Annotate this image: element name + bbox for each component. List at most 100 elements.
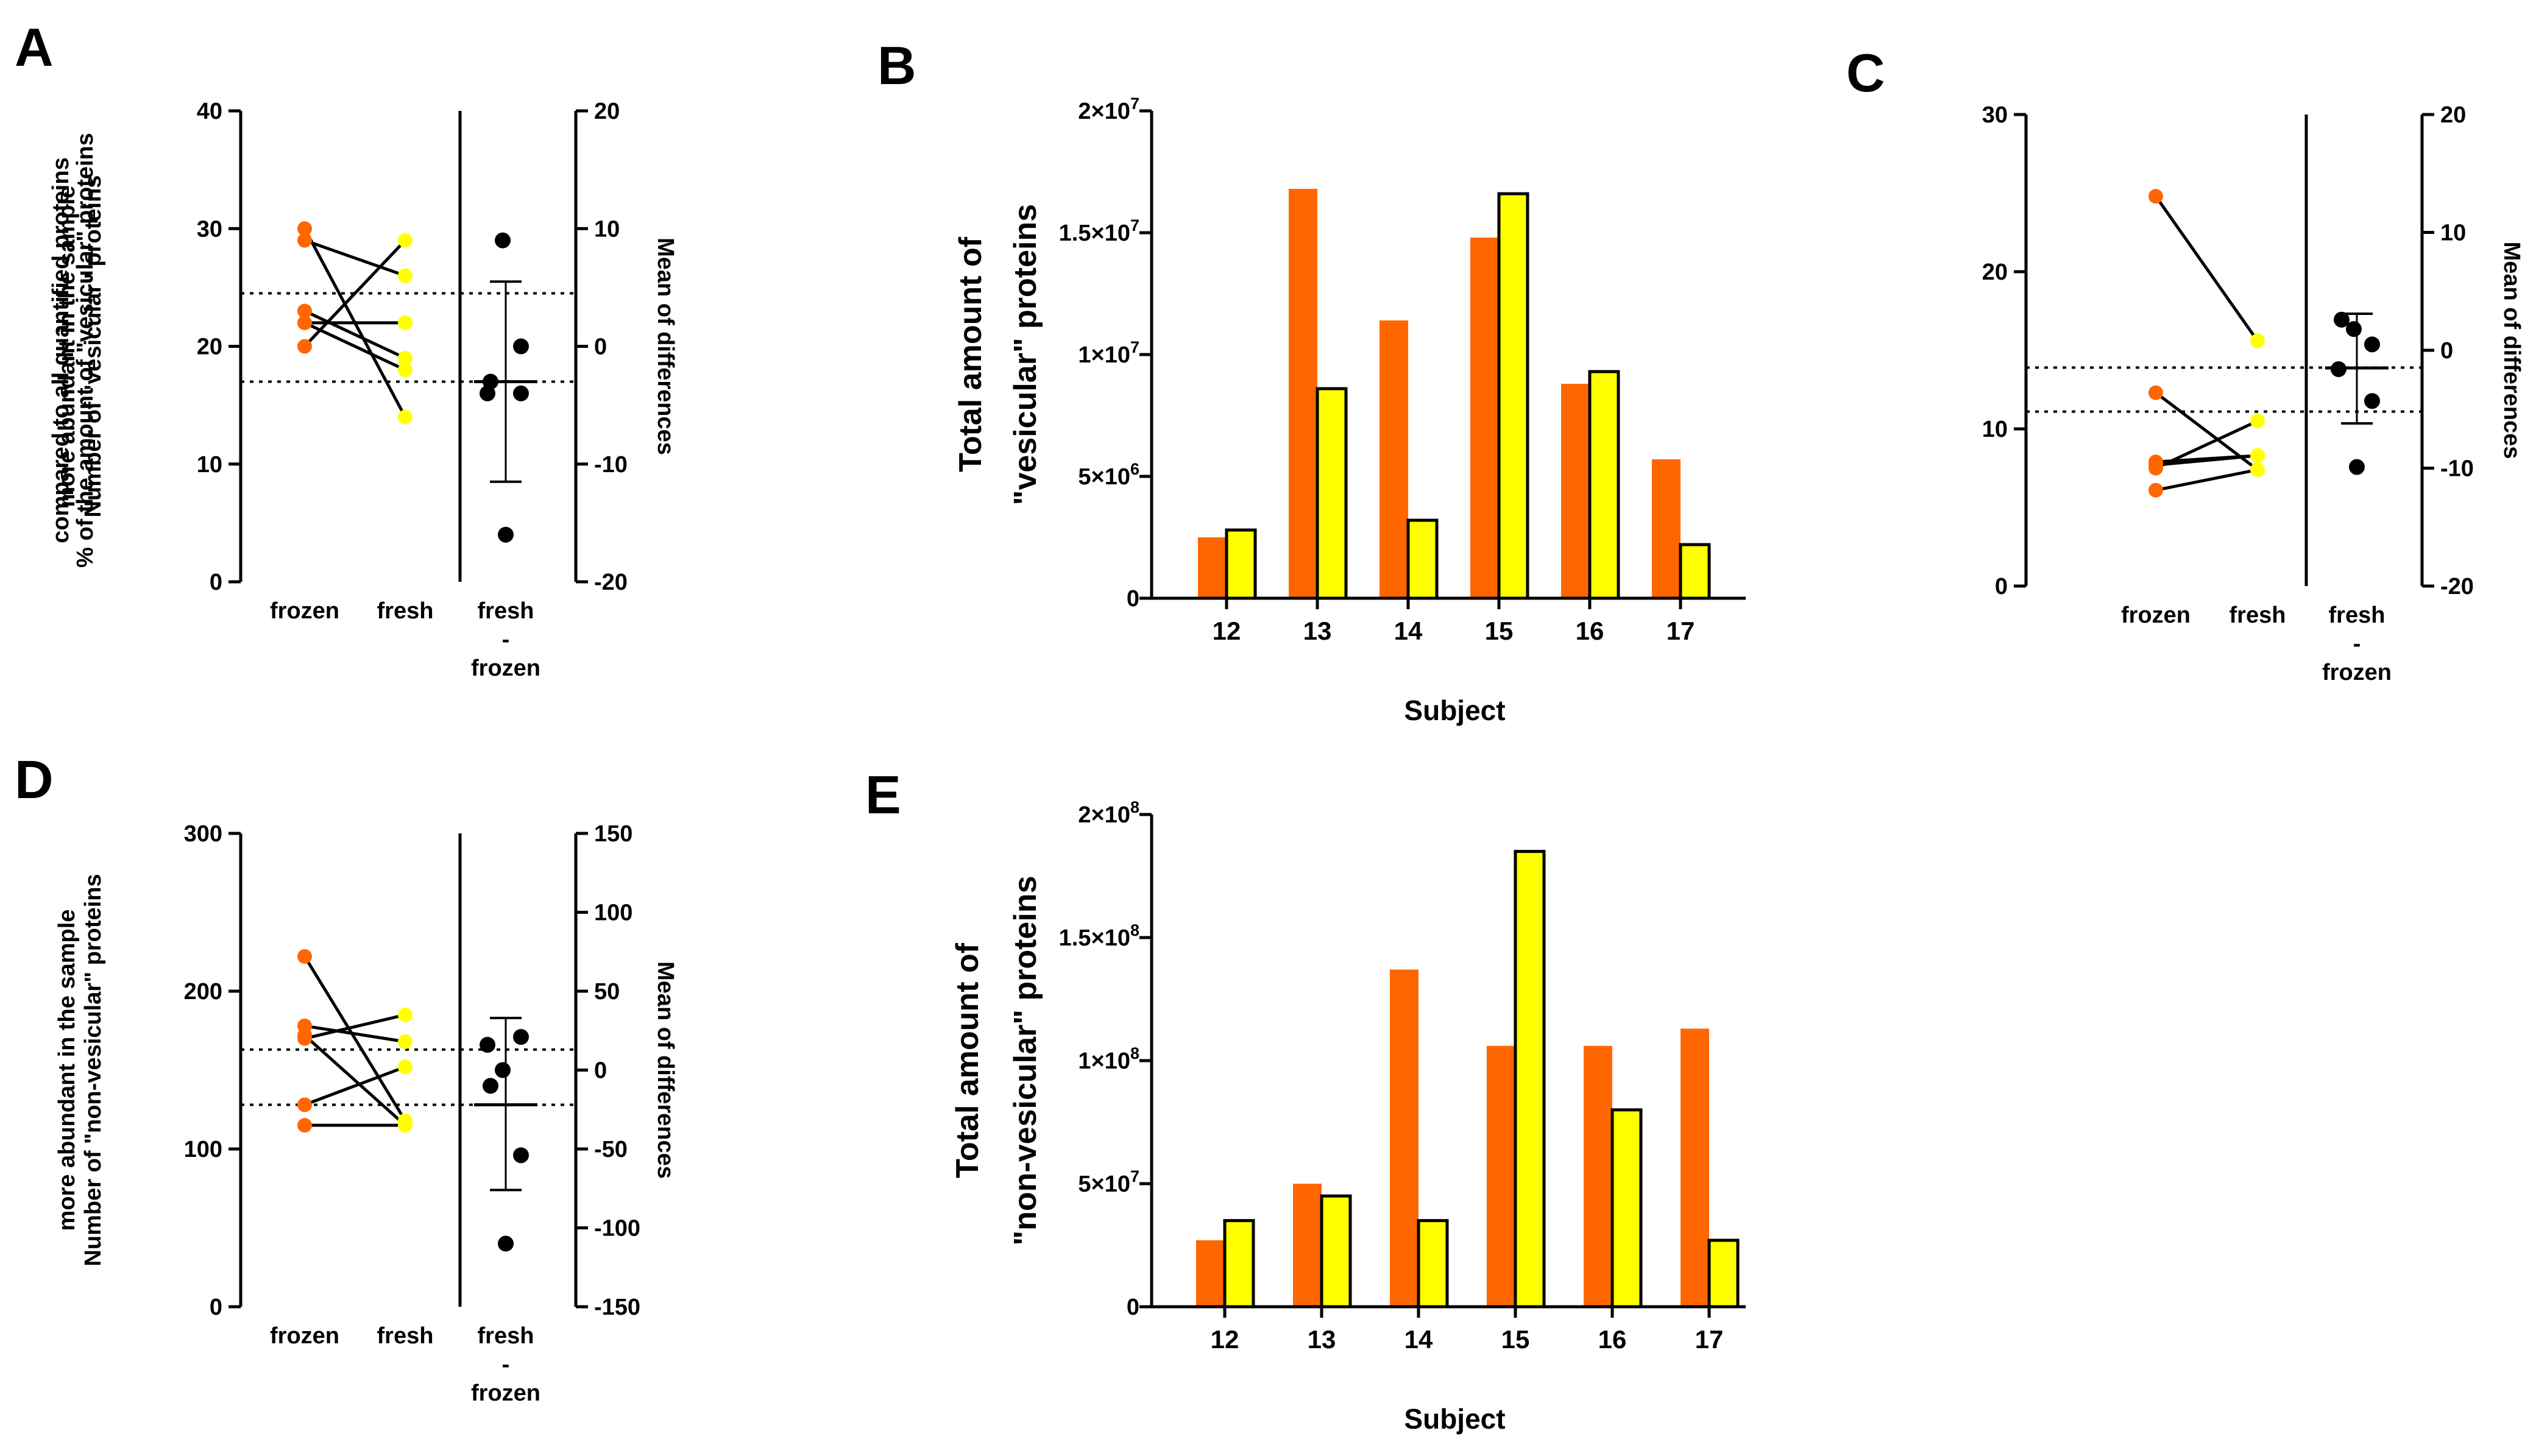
panel-b-fresh-bar xyxy=(1316,387,1348,600)
panel-e-x-tick-label: 15 xyxy=(1501,1325,1530,1354)
panel-d-fresh-point xyxy=(398,1059,413,1075)
panel-a-category-label: frozen xyxy=(270,598,339,624)
panel-a-difference-category-label: fresh xyxy=(478,598,534,624)
panel-d-frozen-point xyxy=(297,1031,312,1046)
panel-c-difference-point xyxy=(2364,393,2380,409)
panel-c-left-tick-label: 10 xyxy=(1982,417,2008,442)
panel-b-y-tick-label: 5×106 xyxy=(1078,460,1139,490)
panel-d-fresh-point xyxy=(398,1034,413,1049)
panel-b-x-tick-label: 15 xyxy=(1485,617,1514,645)
panel-a-right-tick-label: 10 xyxy=(594,216,620,242)
panel-a-category-label: fresh xyxy=(377,598,434,624)
panel-b-chart: 12 13 14 15 16 17 0 5×106 1×107 1.5×107 2×107 Subje… xyxy=(953,94,1746,726)
panel-a-pair-line xyxy=(303,309,406,360)
panel-a-right-tick-label: -10 xyxy=(594,452,628,478)
panel-d-right-tick-label: 0 xyxy=(594,1058,607,1084)
panel-b-fresh-bar xyxy=(1406,518,1439,600)
panel-d-right-tick-label: 50 xyxy=(594,979,620,1005)
panel-d-category-label: fresh xyxy=(377,1323,434,1349)
panel-e-x-axis-title: Subject xyxy=(1404,1403,1505,1435)
panel-c-left-tick-label: 0 xyxy=(1995,574,2008,599)
panel-b-fresh-bar xyxy=(1679,543,1711,600)
panel-b-x-tick-label: 16 xyxy=(1576,617,1604,645)
panel-d-left-tick-label: 0 xyxy=(210,1295,222,1320)
panel-a-left-tick-label: 0 xyxy=(210,570,222,595)
panel-d-fresh-point xyxy=(398,1118,413,1133)
panel-a-chart: 0 10 20 30 40 -20 -10 0 10 20 frozen fresh fresh - fro… xyxy=(54,99,678,681)
panel-b-y-axis-title: Total amount of xyxy=(953,236,988,472)
panel-a-left-tick-label: 40 xyxy=(197,99,222,124)
panel-e-y-tick-label: 2×108 xyxy=(1078,798,1139,828)
panel-b-x-tick-label: 13 xyxy=(1303,617,1332,645)
panel-b-y-tick-label: 1.5×107 xyxy=(1059,216,1139,246)
panel-a-frozen-point xyxy=(297,233,312,248)
panel-e-y-tick-label: 1×108 xyxy=(1078,1044,1139,1074)
panel-e-y-tick-label: 0 xyxy=(1127,1295,1139,1320)
panel-a-right-tick-label: 0 xyxy=(594,334,607,360)
panel-a-fresh-point xyxy=(398,268,413,283)
panel-e-fresh-bar xyxy=(1707,1239,1740,1309)
panel-d-left-tick-label: 200 xyxy=(184,979,222,1005)
panel-c-right-tick-label: -20 xyxy=(2440,574,2474,599)
panel-d-fresh-point xyxy=(398,1007,413,1022)
panel-c-fresh-point xyxy=(2250,414,2265,429)
panel-d-pair-line xyxy=(304,1013,406,1041)
panel-d-right-tick-label: -100 xyxy=(594,1216,640,1242)
panel-c-fresh-point xyxy=(2250,448,2265,463)
panel-b-frozen-bar xyxy=(1289,189,1317,598)
panel-b-frozen-bar xyxy=(1652,459,1681,598)
panel-d-difference-point xyxy=(513,1029,529,1045)
panel-c-left-tick-label: 30 xyxy=(1982,102,2008,128)
panel-letter-b: B xyxy=(877,35,916,96)
panel-e-fresh-bar xyxy=(1417,1219,1449,1309)
panel-b-frozen-bar xyxy=(1561,384,1590,598)
panel-e-y-tick-label: 1.5×108 xyxy=(1059,921,1139,951)
panel-a-frozen-point xyxy=(297,303,312,319)
panel-letter-c: C xyxy=(1846,43,1885,103)
panel-a-difference-point xyxy=(513,338,529,355)
panel-e-x-tick-label: 16 xyxy=(1598,1325,1627,1354)
panel-e-y-tick-label: 5×107 xyxy=(1078,1167,1139,1197)
panel-d-difference-point xyxy=(495,1062,511,1078)
panel-b-y-tick-label: 2×107 xyxy=(1078,94,1139,124)
panel-a-left-tick-label: 30 xyxy=(197,216,222,242)
panel-c-difference-point xyxy=(2346,321,2362,337)
panel-c-difference-point xyxy=(2349,459,2365,475)
panel-c-fresh-point xyxy=(2250,333,2265,348)
panel-b-y-tick-label: 0 xyxy=(1127,586,1139,612)
panel-c-right-tick-label: 20 xyxy=(2440,102,2466,128)
panel-e-frozen-bar xyxy=(1584,1045,1612,1307)
panel-c-right-tick-label: -10 xyxy=(2440,456,2474,482)
panel-d-frozen-point xyxy=(297,949,312,964)
panel-b-x-tick-label: 14 xyxy=(1394,617,1423,645)
panel-d-pair-line xyxy=(304,1065,406,1106)
panel-b-y-axis-title: "vesicular" proteins xyxy=(1008,204,1043,505)
panel-d-difference-point xyxy=(513,1147,529,1164)
panel-d-difference-category-label: frozen xyxy=(471,1380,540,1406)
panel-c-difference-point xyxy=(2334,311,2350,328)
panel-c-pair-line xyxy=(2155,419,2259,470)
panel-d-difference-category-label: - xyxy=(502,1352,510,1377)
panel-d-difference-point xyxy=(498,1235,514,1252)
panel-c-y-axis-title: % of the amount of "vesicular" proteins xyxy=(73,133,98,568)
panel-e-frozen-bar xyxy=(1487,1045,1515,1307)
panel-b-frozen-bar xyxy=(1470,238,1499,598)
panel-a-pair-line xyxy=(304,239,406,277)
panel-c-difference-category-label: frozen xyxy=(2322,660,2392,685)
panel-c-pair-line xyxy=(2155,454,2258,467)
panel-d-difference-point xyxy=(483,1078,498,1094)
panel-b-x-axis-title: Subject xyxy=(1404,694,1505,726)
panel-a-pair-line xyxy=(303,239,406,348)
panel-e-x-tick-label: 17 xyxy=(1695,1325,1724,1354)
panel-a-fresh-point xyxy=(398,409,413,425)
panel-d-pair-line xyxy=(304,1024,406,1044)
panel-c-difference-point xyxy=(2364,336,2380,353)
panel-c-pair-line xyxy=(2154,195,2259,342)
panel-d-pair-line xyxy=(303,955,407,1122)
panel-a-difference-point xyxy=(513,385,529,401)
panel-a-right-axis-title: Mean of differences xyxy=(653,238,678,455)
panel-e-frozen-bar xyxy=(1293,1184,1322,1307)
panel-a-right-tick-label: -20 xyxy=(594,570,628,595)
panel-c-right-axis-title: Mean of differences xyxy=(2499,242,2524,459)
